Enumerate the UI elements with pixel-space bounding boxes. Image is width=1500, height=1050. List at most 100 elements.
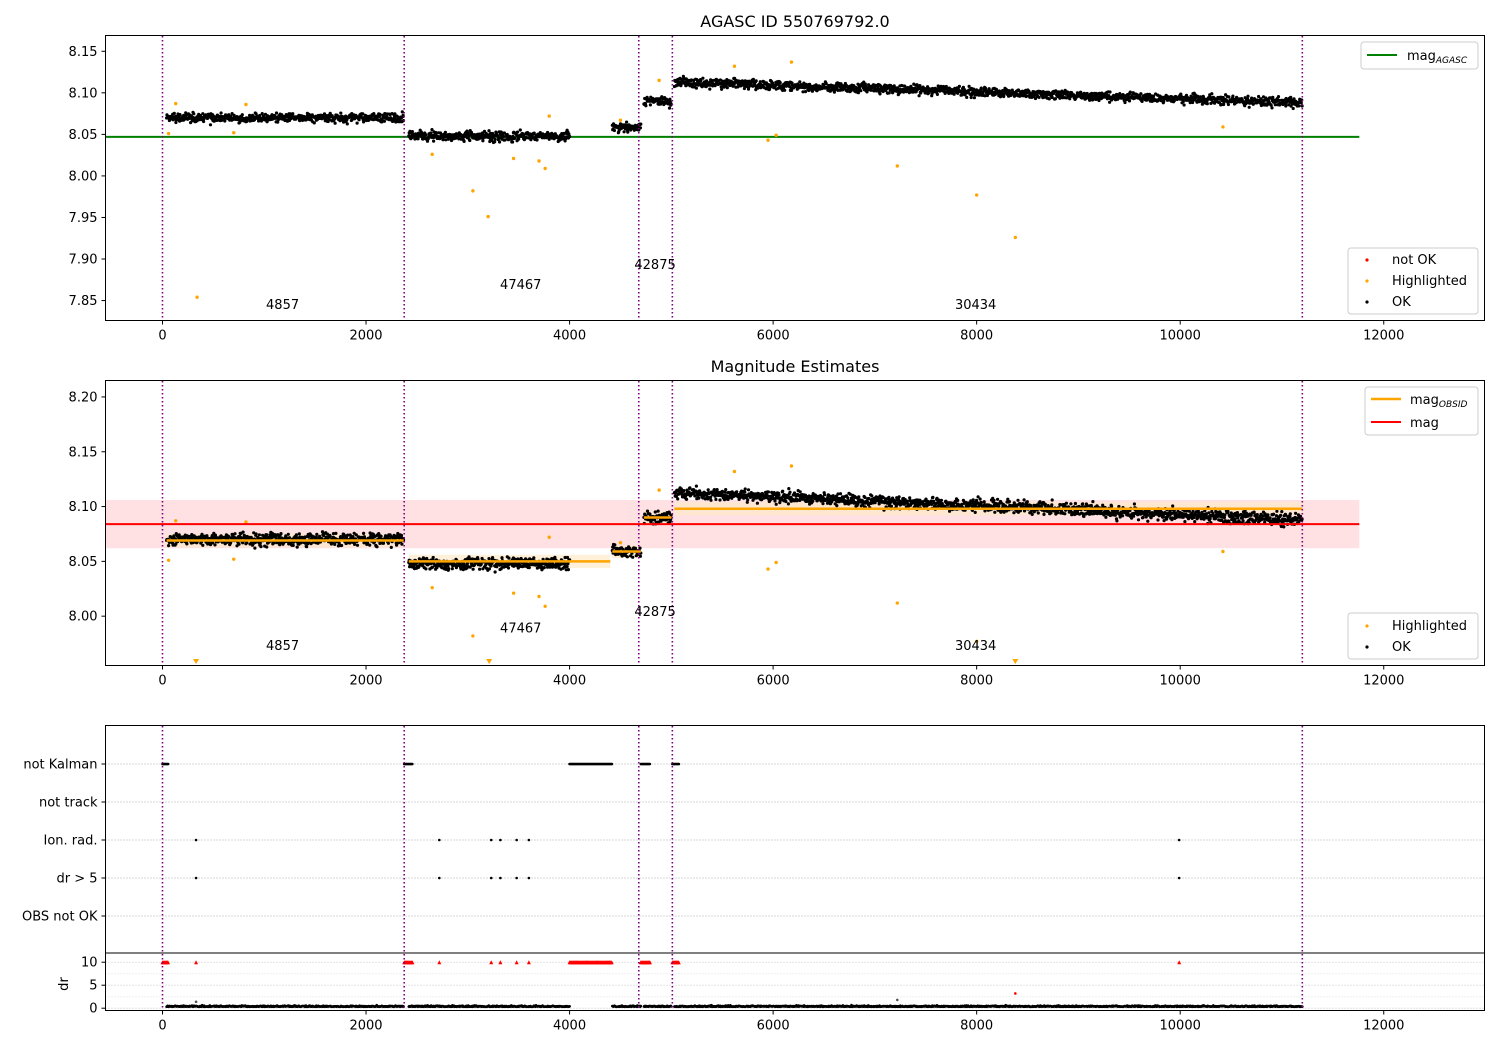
- agasc-ok-point: [859, 89, 863, 93]
- agasc-ok-point: [1139, 92, 1143, 96]
- estimates-ok-point: [993, 510, 997, 514]
- agasc-ok-point: [515, 133, 519, 137]
- agasc-ok-point: [699, 79, 703, 83]
- agasc-ok-point: [852, 84, 856, 88]
- estimates-ok-point: [286, 532, 290, 536]
- estimates-ok-point: [1132, 502, 1136, 506]
- agasc-ok-point: [434, 131, 438, 135]
- agasc-ok-point: [416, 137, 420, 141]
- agasc-ok-point: [457, 137, 461, 141]
- agasc-xtick-label: 4000: [553, 329, 586, 344]
- agasc-ok-point: [1205, 102, 1209, 106]
- agasc-ok-point: [424, 133, 428, 137]
- estimates-ok-point: [1021, 502, 1025, 506]
- agasc-ok-point: [339, 111, 343, 115]
- agasc-legend-subscript: AGASC: [1435, 56, 1468, 66]
- agasc-ok-point: [664, 101, 668, 105]
- estimates-ok-point: [1064, 501, 1068, 505]
- agasc-ok-point: [524, 136, 529, 140]
- estimates-ok-point: [565, 565, 569, 569]
- estimates-ok-point: [297, 532, 301, 536]
- estimates-ok-point: [491, 556, 495, 560]
- agasc-ok-point: [1210, 92, 1214, 96]
- estimates-ok-point: [694, 484, 699, 488]
- estimates-ok-point: [279, 532, 283, 536]
- estimates-ok-point: [939, 498, 944, 502]
- estimates-ok-point: [287, 536, 292, 540]
- agasc-ok-point: [742, 86, 747, 91]
- estimates-ok-point: [746, 488, 751, 492]
- agasc-ok-point: [493, 140, 497, 144]
- estimates-ok-point: [334, 531, 338, 536]
- agasc-ytick-label: 8.00: [69, 169, 98, 184]
- agasc-obsid-label: 30434: [955, 298, 996, 313]
- estimates-ok-point: [693, 494, 697, 498]
- agasc-ok-point: [622, 130, 626, 134]
- estimates-ok-point: [625, 555, 630, 559]
- agasc-ok-point: [801, 90, 805, 94]
- agasc-xtick-label: 0: [158, 329, 166, 344]
- legend-not-ok-marker: [1365, 258, 1369, 262]
- estimates-ok-point: [956, 498, 960, 502]
- estimates-ok-point: [379, 534, 383, 538]
- agasc-ok-point: [355, 121, 359, 125]
- agasc-obsid-label: 47467: [500, 278, 541, 293]
- estimates-ok-point: [633, 546, 638, 550]
- estimates-ok-point: [340, 543, 344, 548]
- agasc-ok-point: [510, 140, 515, 144]
- agasc-ok-point: [260, 112, 264, 116]
- estimates-ok-point: [500, 556, 504, 560]
- estimates-chart-title: Magnitude Estimates: [711, 357, 880, 376]
- estimates-ok-point: [259, 545, 263, 549]
- estimates-ok-point: [1091, 500, 1095, 504]
- estimates-ok-point: [821, 502, 825, 506]
- estimates-ok-point: [487, 567, 491, 571]
- agasc-ok-point: [790, 88, 794, 92]
- estimates-ok-point: [305, 545, 309, 549]
- agasc-ok-point: [668, 97, 672, 101]
- agasc-highlighted-point: [511, 156, 516, 161]
- agasc-ok-point: [515, 130, 520, 134]
- agasc-ok-point: [1284, 104, 1288, 108]
- legend-highlighted-marker: [1365, 279, 1369, 283]
- estimates-ok-point: [743, 490, 747, 494]
- agasc-ok-point: [513, 136, 517, 140]
- estimates-ok-point: [1036, 511, 1040, 515]
- agasc-ok-point: [312, 121, 316, 125]
- estimates-ok-point: [471, 567, 475, 571]
- agasc-ok-point: [725, 86, 729, 90]
- estimates-ok-point: [846, 496, 850, 500]
- agasc-ok-point: [1226, 102, 1230, 107]
- estimates-ok-point: [971, 498, 975, 502]
- estimates-ok-point: [1063, 512, 1067, 516]
- estimates-ok-point: [172, 534, 176, 538]
- agasc-highlighted-point: [547, 114, 551, 118]
- estimates-ok-point: [870, 494, 874, 498]
- estimates-ok-point: [798, 490, 802, 494]
- agasc-ok-point: [1128, 90, 1132, 94]
- agasc-ok-point: [1037, 95, 1041, 99]
- agasc-ok-point: [378, 112, 382, 116]
- estimates-ok-point: [386, 541, 390, 545]
- estimates-ok-point: [755, 501, 760, 505]
- estimates-ok-point: [351, 535, 355, 539]
- agasc-ok-point: [184, 111, 188, 115]
- estimates-ok-point: [724, 488, 728, 492]
- agasc-ok-point: [969, 95, 973, 100]
- agasc-highlighted-point: [166, 131, 171, 136]
- agasc-ok-point: [878, 92, 882, 96]
- agasc-plot-area: [105, 36, 1360, 320]
- estimates-ok-point: [253, 546, 257, 550]
- agasc-ok-point: [1246, 94, 1250, 98]
- agasc-ok-point: [345, 122, 349, 126]
- estimates-ok-point: [863, 495, 867, 500]
- agasc-ytick-label: 7.85: [69, 294, 98, 309]
- agasc-ok-point: [502, 131, 506, 135]
- agasc-ok-point: [361, 112, 365, 116]
- estimates-ok-point: [507, 556, 511, 560]
- agasc-chart-title: AGASC ID 550769792.0: [700, 12, 889, 31]
- agasc-highlighted-point: [732, 64, 737, 68]
- estimates-ok-point: [1043, 502, 1047, 506]
- estimates-ok-point: [362, 531, 366, 536]
